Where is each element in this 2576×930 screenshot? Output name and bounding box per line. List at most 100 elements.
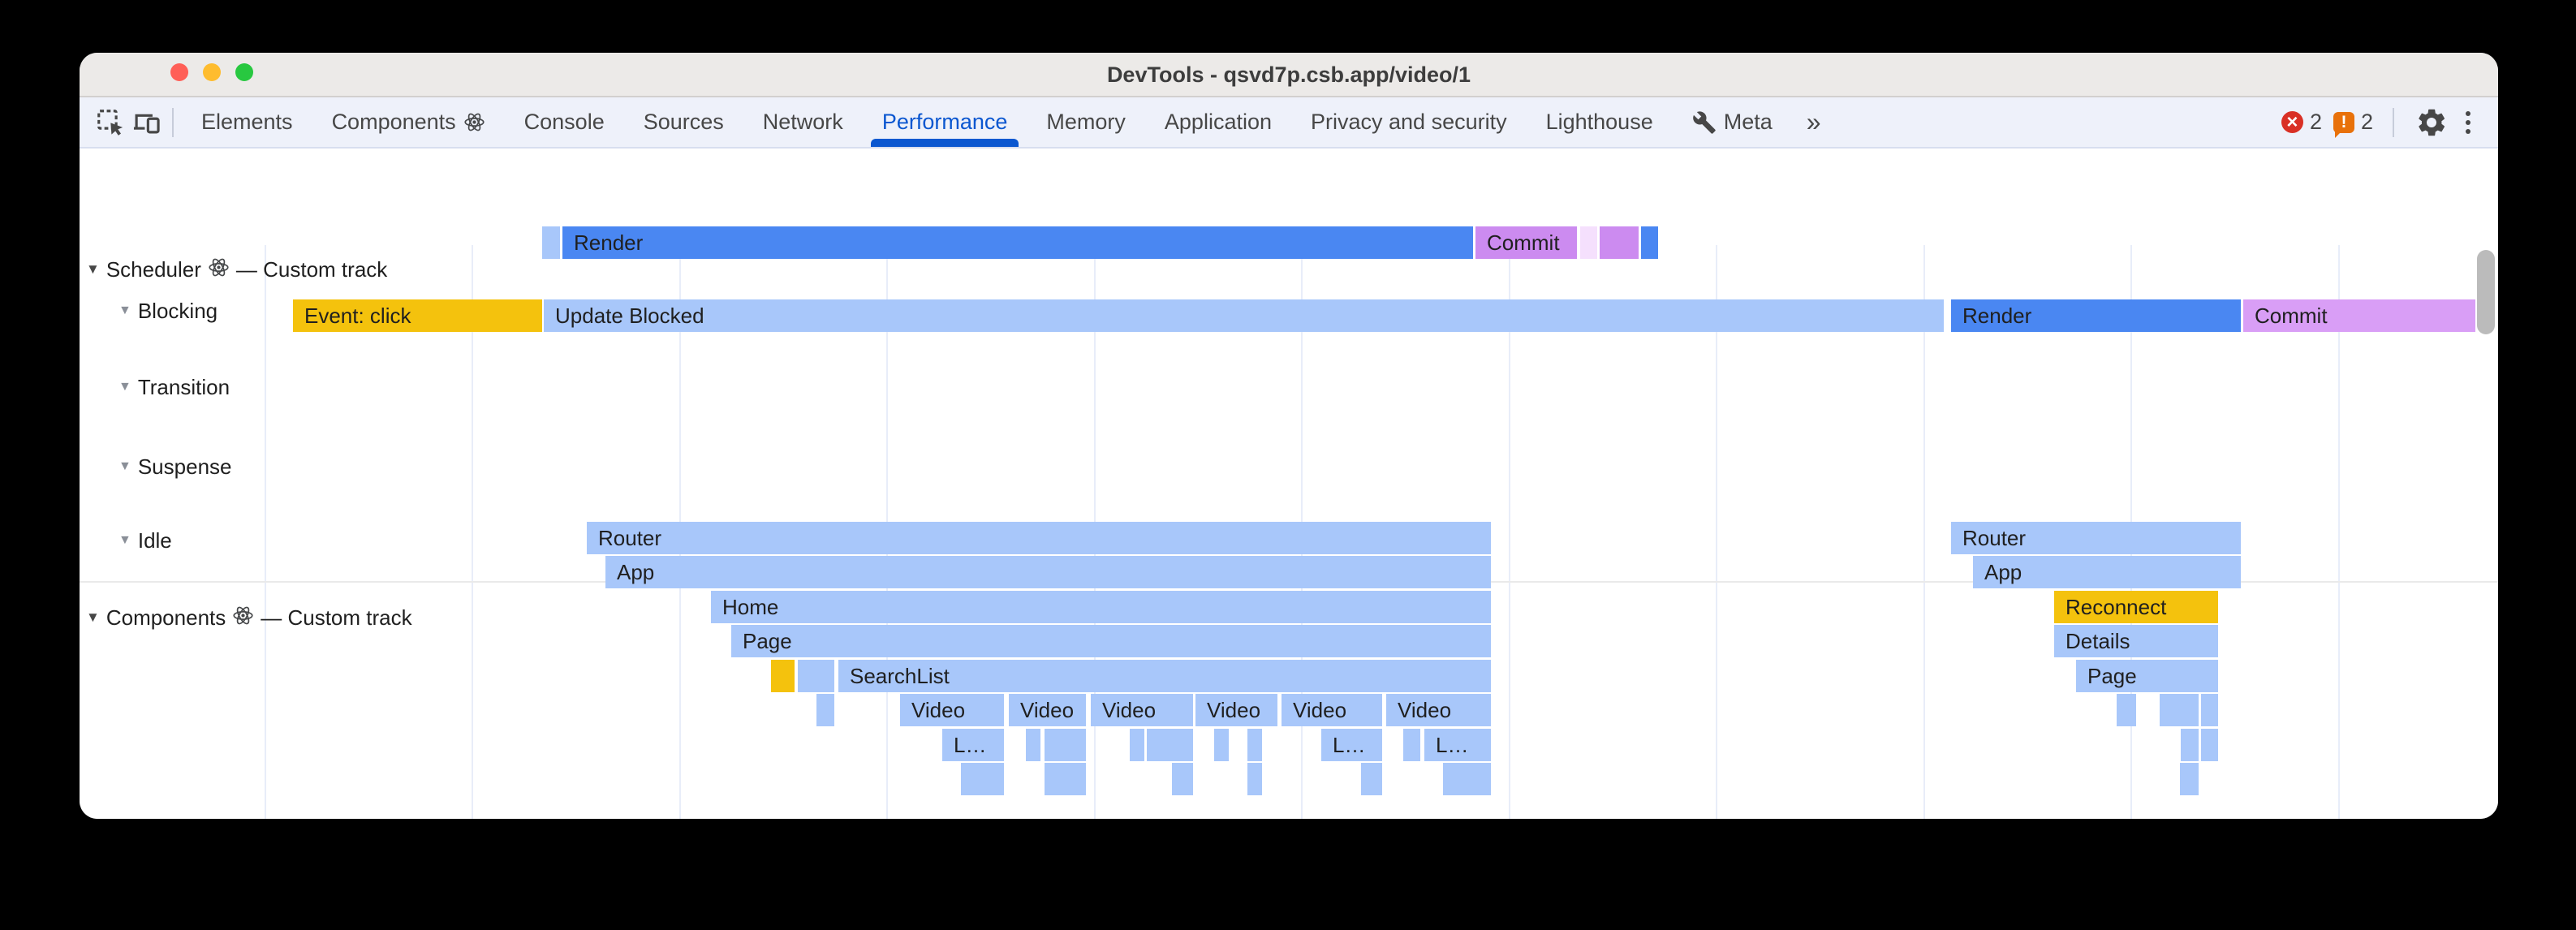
flame-bar[interactable]: Page <box>2076 660 2218 692</box>
flame-bar[interactable] <box>771 660 795 692</box>
track-title: Scheduler <box>106 257 201 282</box>
vertical-scrollbar-thumb[interactable] <box>2477 250 2495 334</box>
flame-bar[interactable]: Commit <box>1475 226 1577 259</box>
lane-transition[interactable]: ▼ Transition <box>118 376 230 398</box>
flame-bar[interactable]: Video <box>1195 694 1277 726</box>
track-suffix: — Custom track <box>261 605 412 630</box>
flame-bar[interactable] <box>2201 729 2218 761</box>
toolbar-right-cluster: × 2 ! 2 <box>2281 103 2475 142</box>
tab-network[interactable]: Network <box>743 97 863 147</box>
flame-bar[interactable]: App <box>605 556 1491 588</box>
flame-bar[interactable]: Render <box>1951 299 2241 332</box>
flame-bar[interactable]: Event: click <box>293 299 542 332</box>
warning-badge[interactable]: ! 2 <box>2333 110 2373 138</box>
flame-bar[interactable] <box>1247 763 1262 795</box>
flame-bar[interactable] <box>1247 729 1262 761</box>
gridline <box>1716 245 1717 819</box>
tab-components[interactable]: Components <box>312 97 505 147</box>
flame-bar[interactable]: L… <box>1321 729 1382 761</box>
flame-bar[interactable]: Home <box>711 591 1491 623</box>
tab-privacy-and-security[interactable]: Privacy and security <box>1291 97 1527 147</box>
flame-bar[interactable]: L… <box>942 729 1004 761</box>
flame-bar[interactable] <box>2201 694 2218 726</box>
flame-bar[interactable]: Video <box>1009 694 1086 726</box>
flame-bar[interactable] <box>1045 729 1086 761</box>
traffic-light-close[interactable] <box>170 63 188 81</box>
error-icon: × <box>2281 111 2303 133</box>
flame-bar[interactable]: Router <box>1951 522 2241 554</box>
flame-bar[interactable] <box>1214 729 1229 761</box>
flame-bar[interactable] <box>542 226 560 259</box>
gridline <box>265 245 266 819</box>
flame-bar[interactable] <box>2181 729 2199 761</box>
tab-elements[interactable]: Elements <box>182 97 312 147</box>
flame-bar[interactable] <box>2117 694 2136 726</box>
flame-bar[interactable]: Reconnect <box>2054 591 2218 623</box>
flame-bar[interactable] <box>2160 694 2199 726</box>
bar-label: Video <box>1293 698 1347 722</box>
tab-meta[interactable]: Meta <box>1673 97 1792 147</box>
lane-suspense[interactable]: ▼ Suspense <box>118 455 232 478</box>
flame-bar[interactable] <box>1403 729 1420 761</box>
lane-blocking[interactable]: ▼ Blocking <box>118 299 218 322</box>
flame-bar[interactable]: App <box>1973 556 2241 588</box>
flame-bar[interactable] <box>2180 763 2199 795</box>
flame-bar[interactable]: Details <box>2054 625 2218 657</box>
flame-bar[interactable] <box>1147 729 1193 761</box>
flame-bar[interactable] <box>1361 763 1382 795</box>
lane-idle[interactable]: ▼ Idle <box>118 529 172 552</box>
track-suffix: — Custom track <box>235 257 388 282</box>
performance-panel: ▼ Scheduler — Custom track ▼ Blocking ▼ … <box>80 149 2498 819</box>
flame-bar[interactable] <box>1130 729 1144 761</box>
inspect-button[interactable] <box>93 103 128 142</box>
flame-bar[interactable] <box>1641 226 1658 259</box>
bar-label: Commit <box>1487 230 1560 255</box>
bar-label: Video <box>911 698 966 722</box>
scheduler-track-header[interactable]: ▼ Scheduler — Custom track <box>86 258 387 281</box>
flame-bar[interactable] <box>798 660 834 692</box>
device-toolbar-button[interactable] <box>128 103 164 142</box>
flame-bar[interactable] <box>1600 226 1639 259</box>
tab-application[interactable]: Application <box>1145 97 1291 147</box>
tab-lighthouse[interactable]: Lighthouse <box>1527 97 1673 147</box>
flame-bar[interactable] <box>816 694 834 726</box>
device-toolbar-icon <box>133 114 160 133</box>
settings-button[interactable] <box>2414 103 2449 142</box>
gridline <box>1923 245 1925 819</box>
flame-bar[interactable] <box>1443 763 1491 795</box>
gear-icon <box>2419 109 2445 136</box>
flame-bar[interactable]: Video <box>1386 694 1491 726</box>
bar-label: Render <box>574 230 644 255</box>
more-tabs-button[interactable]: » <box>1806 107 1823 136</box>
flame-bar[interactable]: Update Blocked <box>544 299 1944 332</box>
flame-bar[interactable]: Video <box>900 694 1004 726</box>
flame-bar[interactable]: Page <box>731 625 1491 657</box>
flame-bar[interactable]: Video <box>1282 694 1382 726</box>
tab-memory[interactable]: Memory <box>1027 97 1145 147</box>
traffic-light-minimize[interactable] <box>203 63 221 81</box>
flame-bar[interactable]: Router <box>587 522 1491 554</box>
bar-label: Router <box>1962 526 2027 550</box>
flame-bar[interactable] <box>1172 763 1193 795</box>
flame-bar[interactable]: L… <box>1424 729 1491 761</box>
tab-performance[interactable]: Performance <box>863 97 1027 147</box>
tab-console[interactable]: Console <box>505 97 624 147</box>
bar-label: Render <box>1962 304 2032 328</box>
flame-bar[interactable]: SearchList <box>838 660 1491 692</box>
bar-label: Video <box>1020 698 1075 722</box>
error-badge[interactable]: × 2 <box>2281 110 2322 135</box>
flame-bar[interactable] <box>1026 729 1040 761</box>
flame-bar[interactable]: Render <box>562 226 1473 259</box>
tab-sources[interactable]: Sources <box>624 97 743 147</box>
lane-label: Transition <box>137 375 230 399</box>
flame-bar[interactable] <box>1580 226 1597 259</box>
tab-label: Components <box>331 110 456 134</box>
flame-bar[interactable] <box>961 763 1004 795</box>
flame-bar[interactable]: Video <box>1091 694 1193 726</box>
titlebar[interactable]: DevTools - qsvd7p.csb.app/video/1 <box>80 53 2498 97</box>
menu-button[interactable] <box>2461 110 2475 134</box>
traffic-light-zoom[interactable] <box>235 63 253 81</box>
flame-bar[interactable]: Commit <box>2243 299 2475 332</box>
components-track-header[interactable]: ▼ Components — Custom track <box>86 606 412 629</box>
flame-bar[interactable] <box>1045 763 1086 795</box>
